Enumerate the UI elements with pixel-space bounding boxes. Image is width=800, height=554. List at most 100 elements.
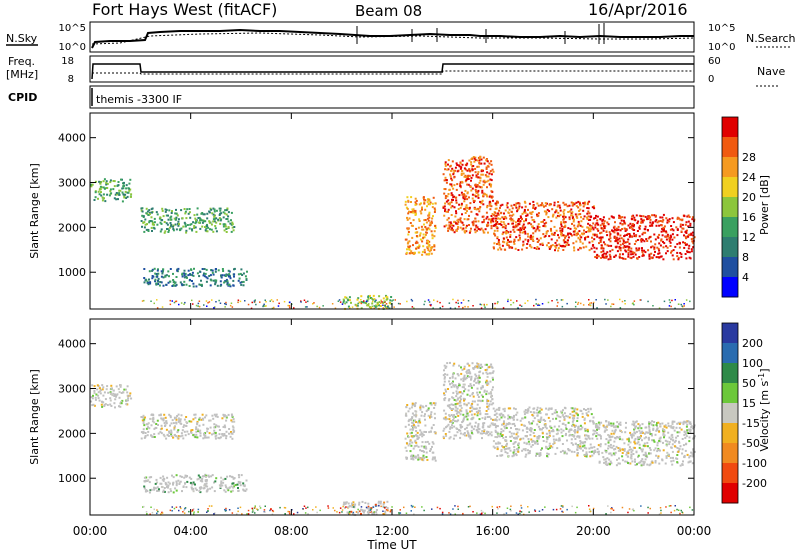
range-gate-cell <box>406 456 408 459</box>
range-gate-cell <box>492 246 495 249</box>
range-gate-cell <box>597 444 600 447</box>
range-gate-cell <box>190 223 193 226</box>
range-gate-cell <box>188 208 191 210</box>
range-gate-cell <box>604 255 607 258</box>
range-gate-cell <box>549 420 552 423</box>
range-gate-cell <box>571 434 574 437</box>
range-gate-cell <box>599 241 602 243</box>
range-gate-cell <box>680 230 683 233</box>
range-gate-cell <box>662 258 665 261</box>
range-gate-cell <box>609 233 612 236</box>
range-gate-cell <box>208 301 211 303</box>
range-gate-cell <box>471 393 474 396</box>
range-gate-cell <box>316 305 318 308</box>
range-gate-cell <box>515 433 518 436</box>
range-gate-cell <box>512 222 514 225</box>
range-gate-cell <box>178 303 180 306</box>
range-gate-cell <box>413 252 416 255</box>
range-gate-cell <box>549 425 552 428</box>
range-gate-cell <box>506 507 509 509</box>
range-gate-cell <box>616 238 619 241</box>
range-gate-cell <box>430 403 433 406</box>
range-gate-cell <box>511 435 513 438</box>
range-gate-cell <box>576 429 579 432</box>
range-gate-cell <box>414 214 417 216</box>
range-gate-cell <box>194 413 197 416</box>
range-gate-cell <box>579 447 582 450</box>
range-gate-cell <box>574 213 577 216</box>
range-gate-cell <box>573 249 576 252</box>
range-gate-cell <box>610 435 613 438</box>
range-gate-cell <box>215 477 218 480</box>
range-gate-cell <box>451 167 454 170</box>
range-gate-cell <box>421 458 424 461</box>
range-gate-cell <box>517 219 519 222</box>
range-gate-cell <box>480 307 483 309</box>
range-gate-cell <box>594 449 597 452</box>
range-gate-cell <box>466 362 469 365</box>
range-gate-cell <box>607 441 610 444</box>
range-gate-cell <box>129 392 132 395</box>
range-gate-cell <box>633 446 636 449</box>
range-gate-cell <box>479 206 482 208</box>
range-gate-cell <box>182 486 185 488</box>
range-gate-cell <box>197 302 200 305</box>
range-gate-cell <box>510 299 512 301</box>
range-gate-cell <box>418 418 421 421</box>
range-gate-cell <box>494 429 497 432</box>
range-gate-cell <box>571 217 574 220</box>
range-gate-cell <box>455 199 458 202</box>
range-gate-cell <box>528 450 531 453</box>
range-gate-cell <box>421 240 424 243</box>
range-gate-cell <box>446 362 449 365</box>
range-gate-cell <box>443 205 446 208</box>
range-gate-cell <box>648 215 651 218</box>
range-gate-cell <box>225 303 227 306</box>
range-gate-cell <box>203 275 206 278</box>
range-gate-cell <box>527 235 530 238</box>
range-gate-cell <box>413 210 416 212</box>
range-gate-cell <box>164 275 167 278</box>
range-gate-cell <box>419 429 422 432</box>
range-gate-cell <box>475 375 478 377</box>
range-gate-cell <box>535 303 537 305</box>
range-gate-cell <box>442 374 445 377</box>
range-gate-cell <box>477 396 480 398</box>
range-gate-cell <box>481 437 483 440</box>
range-gate-cell <box>611 508 613 510</box>
range-gate-cell <box>602 250 605 253</box>
range-gate-cell <box>103 391 106 394</box>
range-gate-cell <box>624 241 627 244</box>
range-gate-cell <box>573 417 576 420</box>
range-gate-cell <box>196 422 199 425</box>
range-gate-cell <box>146 423 149 426</box>
range-gate-cell <box>658 439 661 442</box>
range-gate-cell <box>424 300 426 303</box>
range-gate-cell <box>658 233 661 236</box>
range-gate-cell <box>460 378 463 381</box>
range-gate-cell <box>481 173 484 176</box>
range-gate-cell <box>669 456 672 459</box>
range-gate-cell <box>460 407 463 410</box>
range-gate-cell <box>179 281 182 284</box>
range-gate-cell <box>459 424 462 426</box>
range-gate-cell <box>222 211 225 214</box>
range-gate-cell <box>208 211 211 214</box>
range-gate-cell <box>512 228 515 231</box>
range-gate-cell <box>588 200 591 203</box>
range-gate-cell <box>360 295 363 298</box>
range-gate-cell <box>99 390 102 393</box>
range-gate-cell <box>562 299 564 301</box>
range-gate-cell <box>634 442 637 445</box>
range-gate-cell <box>482 511 484 513</box>
colorbar-segment <box>722 157 738 178</box>
range-gate-cell <box>383 501 386 504</box>
range-gate-cell <box>593 250 596 253</box>
range-gate-cell <box>156 223 159 226</box>
range-gate-cell <box>605 460 608 463</box>
range-gate-cell <box>428 253 431 255</box>
range-gate-cell <box>179 420 182 423</box>
range-gate-cell <box>399 303 401 305</box>
range-gate-cell <box>227 215 230 218</box>
range-gate-cell <box>681 218 684 221</box>
